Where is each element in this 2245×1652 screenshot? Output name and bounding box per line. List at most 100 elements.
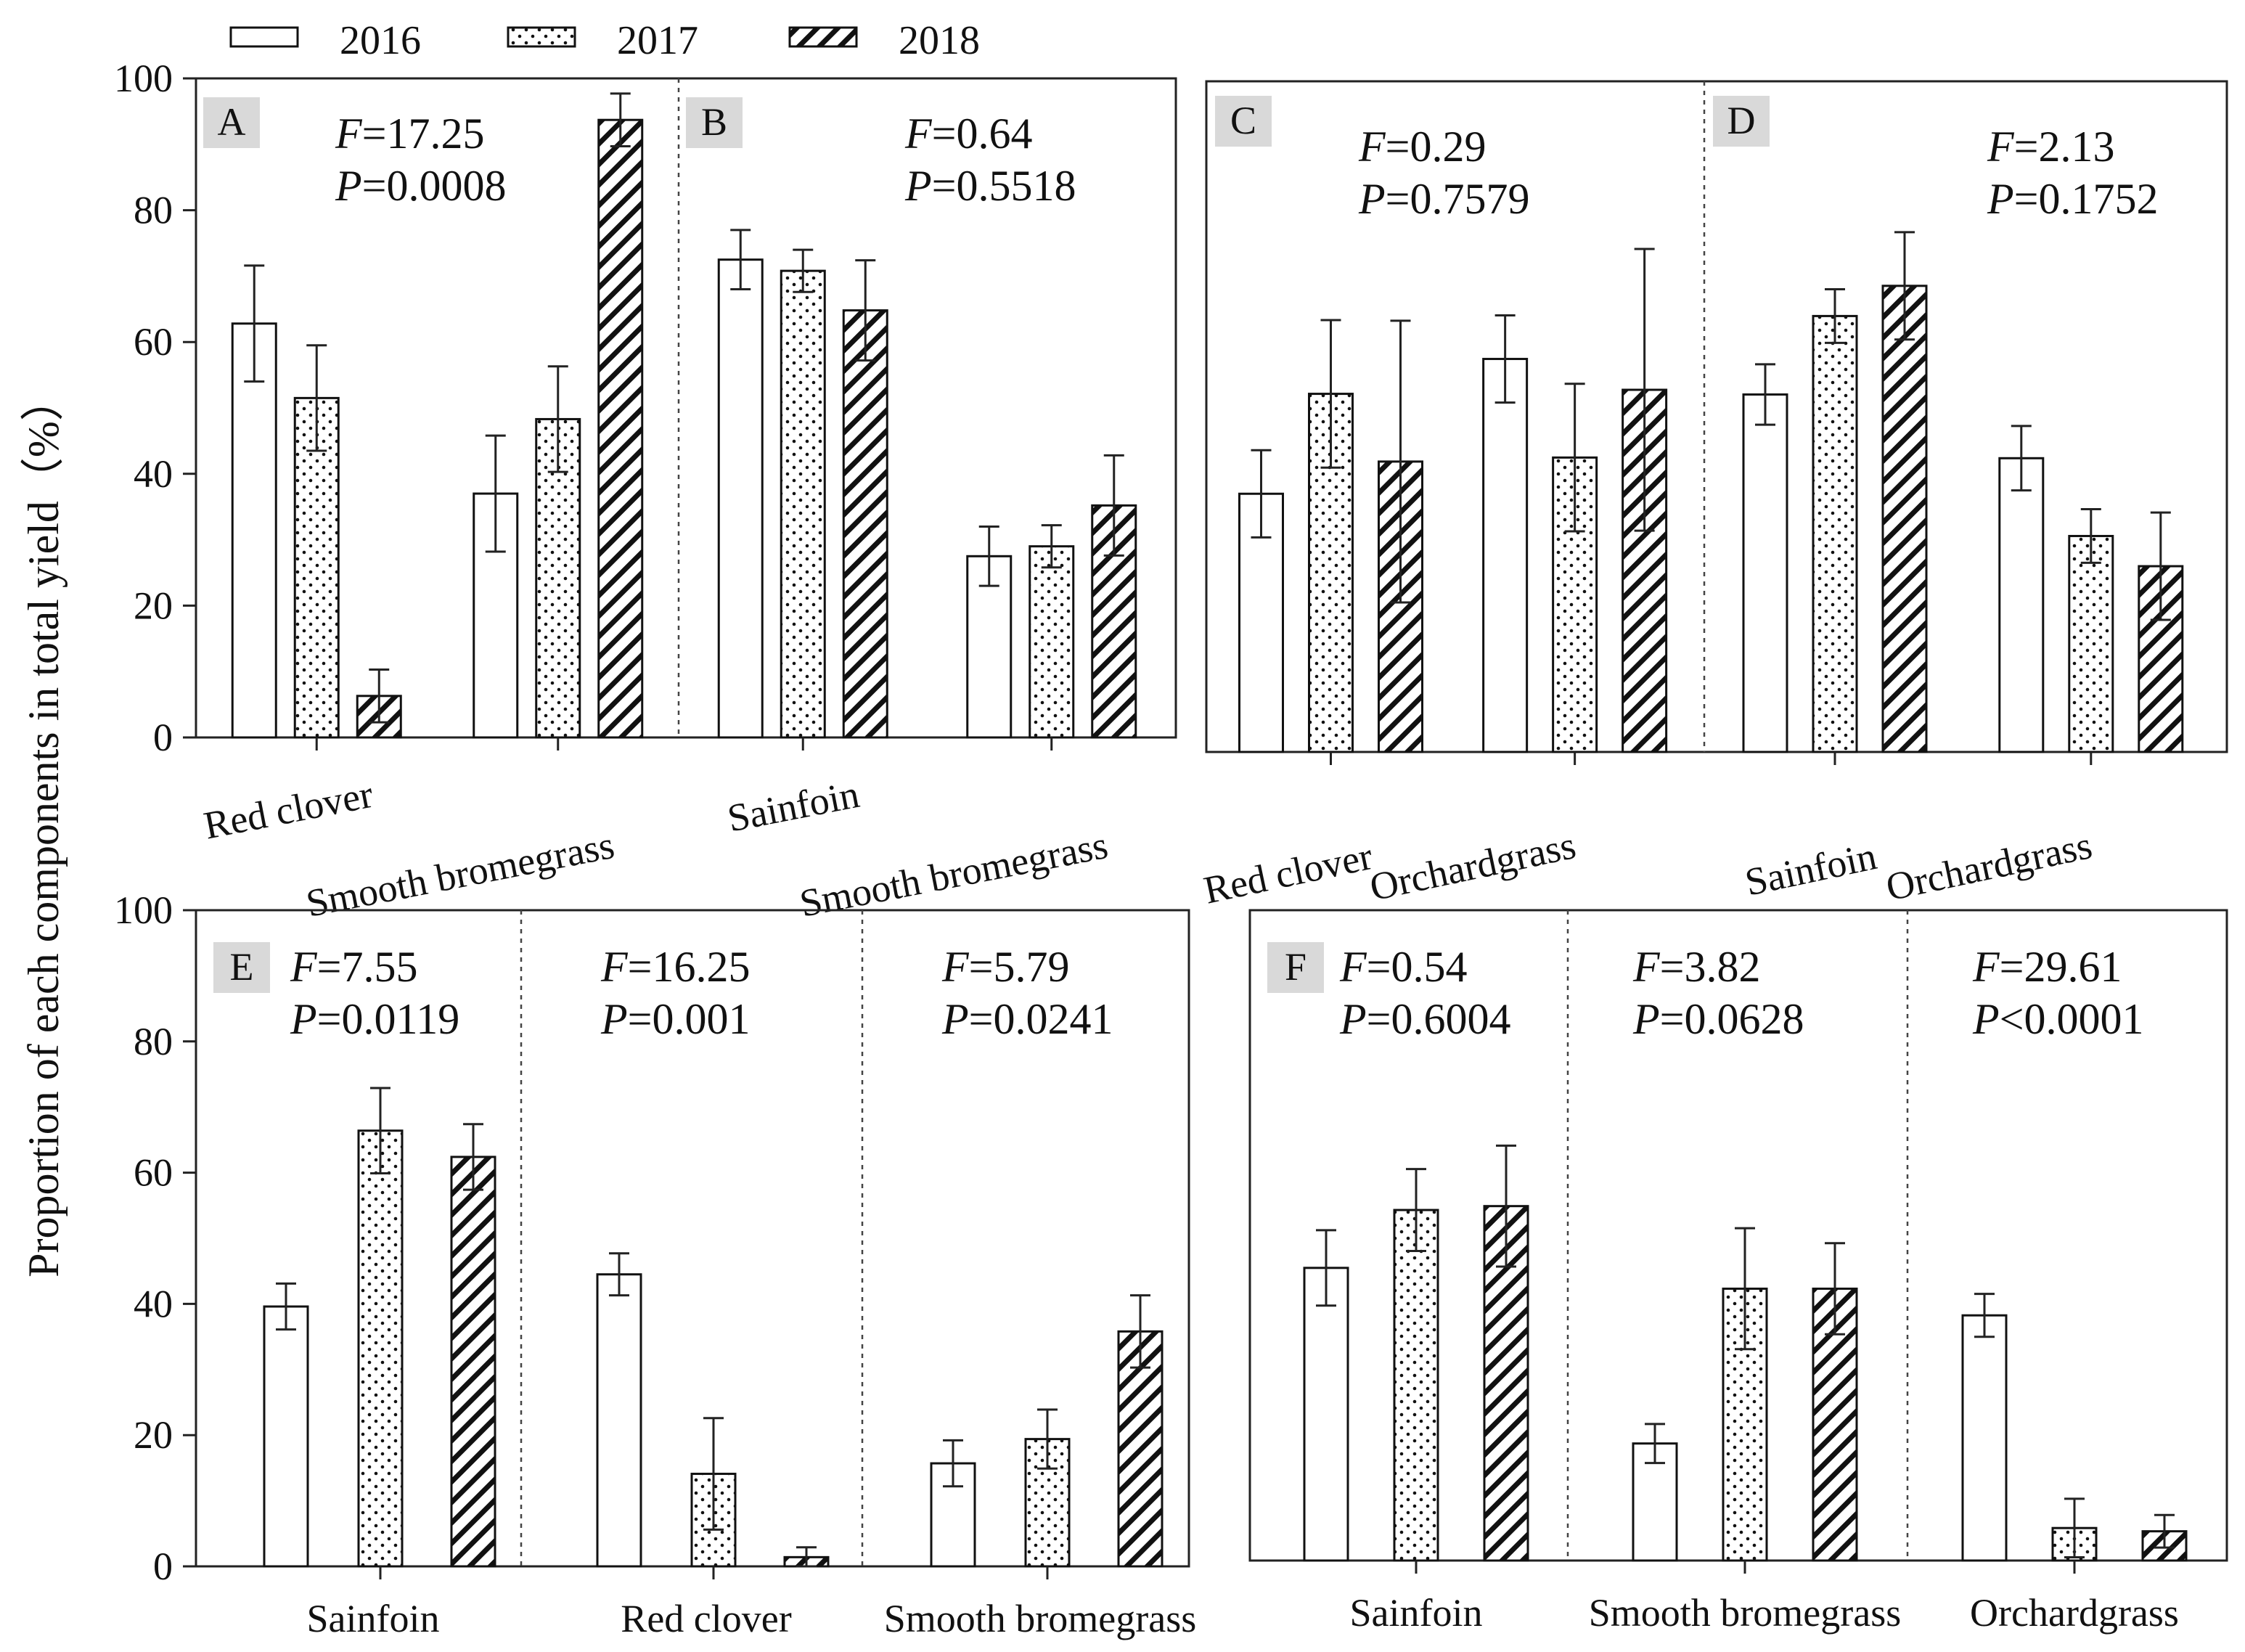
panel-F-letter: F (1285, 945, 1306, 989)
plot-e-y-tick-label: 100 (114, 888, 173, 932)
bar-E-Sainfoin-2018-error (463, 1123, 483, 1191)
stat-F-Orchardgrass-p: P<0.0001 (1972, 995, 2144, 1043)
bar-F-Orchardgrass-2016 (1961, 1314, 2008, 1562)
stat-F-Smooth bromegrass-p: P=0.0628 (1632, 995, 1804, 1043)
bar-E-Sainfoin-2017 (357, 1129, 404, 1568)
bar-F-Smooth bromegrass-2018-error (1825, 1242, 1845, 1336)
plot-e-y-tick-label: 40 (134, 1282, 173, 1325)
x-label-C-Orchardgrass: Orchardgrass (1366, 823, 1579, 909)
bar-E-Sainfoin-2016-error (276, 1282, 296, 1331)
bar-D-Sainfoin-2017-error (1825, 287, 1845, 344)
bar-F-Sainfoin-2018-error (1496, 1144, 1516, 1268)
legend-swatch-2018 (788, 26, 858, 48)
x-label-F-Sainfoin: Sainfoin (1350, 1591, 1483, 1635)
plot-e-y-tick-label: 80 (134, 1020, 173, 1063)
bar-C-Red clover-2017-error (1320, 319, 1341, 469)
bar-A-Red clover-2017 (293, 396, 340, 739)
bar-A-Smooth bromegrass-2017-error (547, 365, 568, 473)
bar-A-Red clover-2016-error (244, 264, 265, 383)
stat-E-Sainfoin-p: P=0.0119 (290, 995, 459, 1043)
x-label-F-Smooth bromegrass: Smooth bromegrass (1589, 1591, 1901, 1635)
bar-E-Red clover-2016-error (609, 1252, 629, 1297)
bar-F-Sainfoin-2016 (1303, 1267, 1349, 1562)
x-label-E-Smooth bromegrass: Smooth bromegrass (884, 1597, 1196, 1640)
plot-e-y-tick-label: 60 (134, 1151, 173, 1195)
panel-A-letter: A (218, 100, 246, 144)
bar-F-Orchardgrass-2016-error (1974, 1293, 1995, 1338)
stat-E-Smooth bromegrass-f: F=5.79 (941, 943, 1070, 991)
bar-B-Sainfoin-2016 (717, 258, 764, 739)
bar-E-Red clover-2018-error (796, 1546, 817, 1568)
x-label-C-Red clover: Red clover (1200, 834, 1376, 912)
bar-B-Smooth bromegrass-2016-error (978, 525, 999, 587)
bar-D-Orchardgrass-2018-error (2150, 511, 2171, 621)
panel-E-box (213, 942, 270, 993)
bar-E-Red clover-2016 (596, 1273, 642, 1568)
panel-A-box (203, 97, 260, 148)
bar-B-Sainfoin-2018-error (855, 259, 876, 362)
stat-D-p: P=0.1752 (1987, 175, 2159, 223)
stat-B-p: P=0.5518 (904, 162, 1076, 210)
stat-A-p: P=0.0008 (335, 162, 507, 210)
bar-D-Orchardgrass-2017 (2068, 534, 2114, 753)
plot-ab-y-tick-label: 80 (134, 189, 173, 232)
x-label-E-Sainfoin: Sainfoin (307, 1597, 440, 1640)
stat-A-f: F=17.25 (335, 110, 485, 158)
stat-B-f: F=0.64 (904, 110, 1033, 158)
bar-D-Sainfoin-2017 (1812, 314, 1858, 753)
bar-B-Sainfoin-2018 (842, 309, 888, 739)
bar-B-Sainfoin-2017-error (793, 248, 814, 293)
bar-D-Orchardgrass-2016 (1998, 457, 2045, 753)
bar-A-Smooth bromegrass-2018 (597, 118, 644, 739)
bar-F-Smooth bromegrass-2016-error (1645, 1423, 1665, 1465)
stat-C-f: F=0.29 (1358, 123, 1487, 171)
bar-A-Red clover-2016 (231, 322, 277, 739)
bar-F-Sainfoin-2017 (1393, 1209, 1439, 1562)
plot-ab-y-tick-label: 40 (134, 452, 173, 496)
legend-label-2016: 2016 (340, 18, 421, 63)
bar-B-Sainfoin-2017 (780, 269, 826, 739)
plots: 0 20 40 60 80 100 Red clover Smooth bromegrass A… (114, 57, 2228, 1640)
bar-D-Orchardgrass-2017-error (2080, 508, 2101, 564)
bar-D-Sainfoin-2018-error (1894, 231, 1915, 341)
panel-D-letter: D (1727, 99, 1756, 142)
bar-F-Smooth bromegrass-2017-error (1735, 1227, 1755, 1351)
bar-C-Orchardgrass-2016 (1482, 358, 1529, 753)
bar-C-Red clover-2016-error (1251, 449, 1272, 539)
panel-F-box (1267, 942, 1324, 993)
x-label-F-Orchardgrass: Orchardgrass (1970, 1591, 2179, 1635)
plot-ab-y-tick-label: 60 (134, 320, 173, 364)
panel-C-box (1215, 96, 1272, 147)
stat-E-Red clover-f: F=16.25 (600, 943, 751, 991)
bar-D-Sainfoin-2018 (1881, 285, 1928, 753)
stat-E-Sainfoin-f: F=7.55 (290, 943, 418, 991)
stat-F-Orchardgrass-f: F=29.61 (1972, 943, 2122, 991)
x-label-A-Red clover: Red clover (200, 772, 377, 848)
plot-ab-y-tick-label: 100 (114, 57, 173, 100)
bar-C-Orchardgrass-2017-error (1564, 383, 1585, 533)
bar-E-Sainfoin-2017-error (370, 1087, 390, 1174)
x-label-E-Red clover: Red clover (621, 1597, 791, 1640)
bar-A-Red clover-2018-error (369, 668, 390, 724)
bar-C-Orchardgrass-2018-error (1634, 248, 1655, 532)
bar-E-Smooth bromegrass-2018 (1117, 1330, 1164, 1568)
bar-B-Sainfoin-2016-error (730, 229, 751, 291)
bar-F-Sainfoin-2016-error (1316, 1229, 1336, 1307)
y-axis-label: Proportion of each components in total y… (20, 377, 68, 1277)
stat-F-Sainfoin-p: P=0.6004 (1339, 995, 1511, 1043)
legend-label-2018: 2018 (899, 18, 980, 63)
bar-D-Sainfoin-2016 (1742, 393, 1788, 753)
bar-C-Red clover-2018-error (1390, 319, 1411, 604)
legend-label-2017: 2017 (617, 18, 698, 63)
plot-ab-y-tick-label: 0 (153, 716, 173, 759)
legend-swatch-2017 (507, 26, 576, 48)
bar-D-Sainfoin-2016-error (1755, 363, 1775, 426)
bar-C-Orchardgrass-2016-error (1494, 314, 1516, 404)
bar-F-Sainfoin-2017-error (1406, 1168, 1426, 1252)
stat-F-Sainfoin-f: F=0.54 (1339, 943, 1468, 991)
bar-F-Orchardgrass-2017-error (2064, 1497, 2085, 1559)
bar-E-Red clover-2017-error (703, 1417, 724, 1531)
bar-A-Smooth bromegrass-2018-error (610, 92, 631, 148)
bar-B-Smooth bromegrass-2017 (1029, 545, 1075, 739)
panel-B-letter: B (701, 100, 727, 144)
